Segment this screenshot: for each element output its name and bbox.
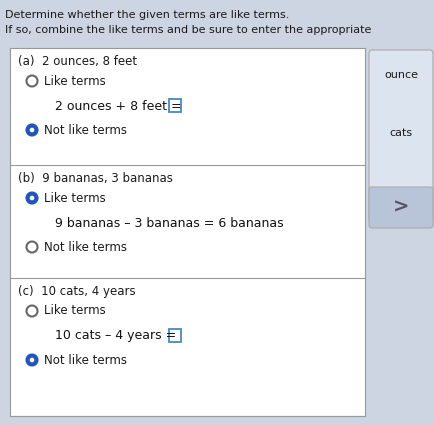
Circle shape — [26, 306, 37, 317]
Circle shape — [30, 196, 34, 200]
Text: cats: cats — [389, 128, 413, 138]
Text: (c)  10 cats, 4 years: (c) 10 cats, 4 years — [18, 284, 135, 297]
FancyBboxPatch shape — [369, 50, 433, 221]
Text: ounce: ounce — [384, 70, 418, 80]
Circle shape — [26, 193, 37, 204]
Text: Like terms: Like terms — [44, 192, 106, 204]
Circle shape — [26, 354, 37, 366]
Text: If so, combine the like terms and be sure to enter the appropriate: If so, combine the like terms and be sur… — [5, 25, 372, 35]
Text: Like terms: Like terms — [44, 74, 106, 88]
Text: Not like terms: Not like terms — [44, 124, 127, 136]
Text: Not like terms: Not like terms — [44, 241, 127, 253]
Circle shape — [26, 76, 37, 87]
Text: (a)  2 ounces, 8 feet: (a) 2 ounces, 8 feet — [18, 54, 137, 68]
Circle shape — [30, 128, 34, 132]
Text: (b)  9 bananas, 3 bananas: (b) 9 bananas, 3 bananas — [18, 172, 173, 184]
FancyBboxPatch shape — [10, 48, 365, 416]
Text: 10 cats – 4 years =: 10 cats – 4 years = — [55, 329, 180, 343]
Circle shape — [26, 125, 37, 136]
Text: 9 bananas – 3 bananas = 6 bananas: 9 bananas – 3 bananas = 6 bananas — [55, 216, 284, 230]
Circle shape — [26, 241, 37, 252]
FancyBboxPatch shape — [169, 99, 181, 112]
FancyBboxPatch shape — [169, 329, 181, 342]
Text: >: > — [393, 198, 409, 217]
FancyBboxPatch shape — [369, 187, 433, 228]
Text: Not like terms: Not like terms — [44, 354, 127, 366]
Text: Determine whether the given terms are like terms.: Determine whether the given terms are li… — [5, 10, 289, 20]
Circle shape — [30, 358, 34, 362]
Text: 2 ounces + 8 feet =: 2 ounces + 8 feet = — [55, 99, 186, 113]
Text: Like terms: Like terms — [44, 304, 106, 317]
